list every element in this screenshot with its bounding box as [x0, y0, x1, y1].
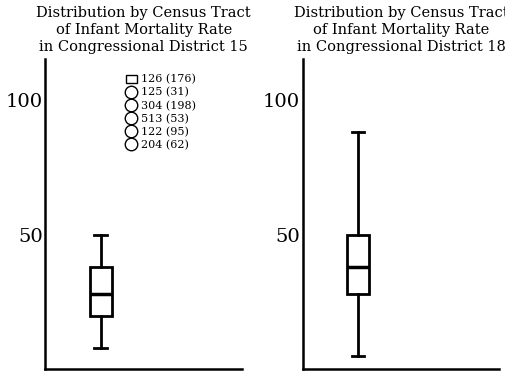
Bar — [89, 267, 112, 315]
Title: Distribution by Census Tract
of Infant Mortality Rate
in Congressional District : Distribution by Census Tract of Infant M… — [36, 6, 251, 54]
Legend: 126 (176), 125 (31), 304 (198), 513 (53), 122 (95), 204 (62): 126 (176), 125 (31), 304 (198), 513 (53)… — [126, 74, 196, 150]
Title: Distribution by Census Tract
of Infant Mortality Rate
in Congressional District : Distribution by Census Tract of Infant M… — [294, 6, 505, 54]
Bar — [347, 235, 369, 294]
